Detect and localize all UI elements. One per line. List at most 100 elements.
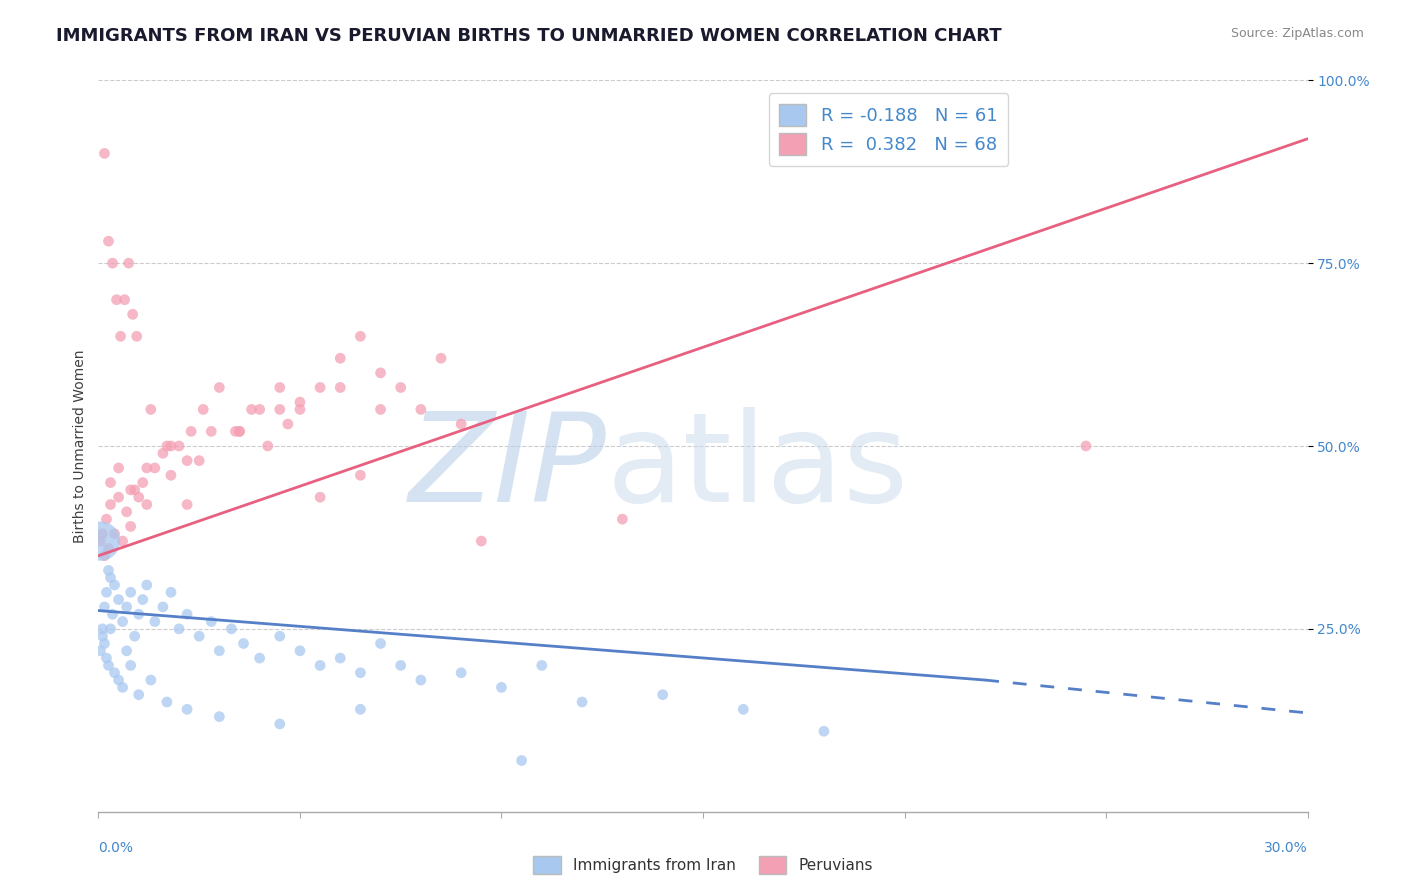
- Point: [269, 402, 291, 417]
- Point: [139, 673, 162, 687]
- Legend: Immigrants from Iran, Peruvians: Immigrants from Iran, Peruvians: [527, 850, 879, 880]
- Point: [111, 681, 134, 695]
- Point: [96, 585, 118, 599]
- Point: [97, 658, 120, 673]
- Point: [143, 461, 166, 475]
- Point: [110, 329, 132, 343]
- Point: [491, 681, 513, 695]
- Point: [128, 607, 150, 622]
- Point: [120, 519, 142, 533]
- Point: [249, 651, 271, 665]
- Point: [156, 439, 179, 453]
- Point: [309, 490, 332, 504]
- Point: [114, 293, 136, 307]
- Point: [111, 534, 134, 549]
- Point: [107, 673, 129, 687]
- Point: [103, 578, 125, 592]
- Point: [370, 636, 392, 650]
- Text: 0.0%: 0.0%: [98, 841, 134, 855]
- Point: [135, 461, 157, 475]
- Point: [232, 636, 254, 650]
- Point: [103, 526, 125, 541]
- Point: [93, 549, 115, 563]
- Point: [156, 695, 179, 709]
- Point: [349, 665, 371, 680]
- Point: [389, 658, 412, 673]
- Point: [89, 534, 111, 549]
- Point: [96, 512, 118, 526]
- Point: [120, 483, 142, 497]
- Point: [309, 380, 332, 394]
- Point: [200, 425, 222, 439]
- Point: [89, 534, 111, 549]
- Point: [224, 425, 246, 439]
- Point: [188, 629, 211, 643]
- Point: [1074, 439, 1097, 453]
- Point: [180, 425, 202, 439]
- Point: [450, 417, 472, 431]
- Point: [370, 402, 392, 417]
- Point: [100, 571, 122, 585]
- Point: [160, 468, 183, 483]
- Point: [115, 644, 138, 658]
- Point: [100, 498, 122, 512]
- Point: [651, 688, 673, 702]
- Point: [135, 578, 157, 592]
- Point: [288, 402, 311, 417]
- Y-axis label: Births to Unmarried Women: Births to Unmarried Women: [73, 350, 87, 542]
- Point: [349, 702, 371, 716]
- Point: [176, 453, 198, 467]
- Text: 30.0%: 30.0%: [1264, 841, 1308, 855]
- Point: [143, 615, 166, 629]
- Point: [93, 636, 115, 650]
- Point: [100, 475, 122, 490]
- Point: [510, 754, 533, 768]
- Text: Source: ZipAtlas.com: Source: ZipAtlas.com: [1230, 27, 1364, 40]
- Point: [349, 329, 371, 343]
- Point: [91, 526, 114, 541]
- Point: [288, 644, 311, 658]
- Point: [389, 380, 412, 394]
- Point: [208, 644, 231, 658]
- Point: [329, 351, 352, 366]
- Point: [152, 446, 174, 460]
- Point: [470, 534, 492, 549]
- Point: [813, 724, 835, 739]
- Point: [118, 256, 141, 270]
- Text: ZIP: ZIP: [408, 408, 606, 528]
- Point: [128, 490, 150, 504]
- Point: [530, 658, 553, 673]
- Text: IMMIGRANTS FROM IRAN VS PERUVIAN BIRTHS TO UNMARRIED WOMEN CORRELATION CHART: IMMIGRANTS FROM IRAN VS PERUVIAN BIRTHS …: [56, 27, 1002, 45]
- Point: [288, 395, 311, 409]
- Point: [409, 402, 432, 417]
- Point: [128, 688, 150, 702]
- Point: [430, 351, 453, 366]
- Point: [612, 512, 634, 526]
- Point: [93, 599, 115, 614]
- Point: [132, 475, 155, 490]
- Point: [125, 329, 148, 343]
- Point: [240, 402, 263, 417]
- Point: [93, 146, 115, 161]
- Point: [101, 607, 124, 622]
- Point: [96, 651, 118, 665]
- Point: [103, 665, 125, 680]
- Point: [269, 629, 291, 643]
- Text: atlas: atlas: [606, 408, 908, 528]
- Point: [152, 599, 174, 614]
- Point: [269, 380, 291, 394]
- Point: [329, 380, 352, 394]
- Point: [120, 658, 142, 673]
- Point: [160, 439, 183, 453]
- Point: [193, 402, 215, 417]
- Point: [409, 673, 432, 687]
- Point: [309, 658, 332, 673]
- Point: [208, 380, 231, 394]
- Point: [132, 592, 155, 607]
- Point: [269, 717, 291, 731]
- Point: [228, 425, 250, 439]
- Point: [111, 615, 134, 629]
- Point: [176, 702, 198, 716]
- Point: [121, 307, 143, 321]
- Point: [107, 592, 129, 607]
